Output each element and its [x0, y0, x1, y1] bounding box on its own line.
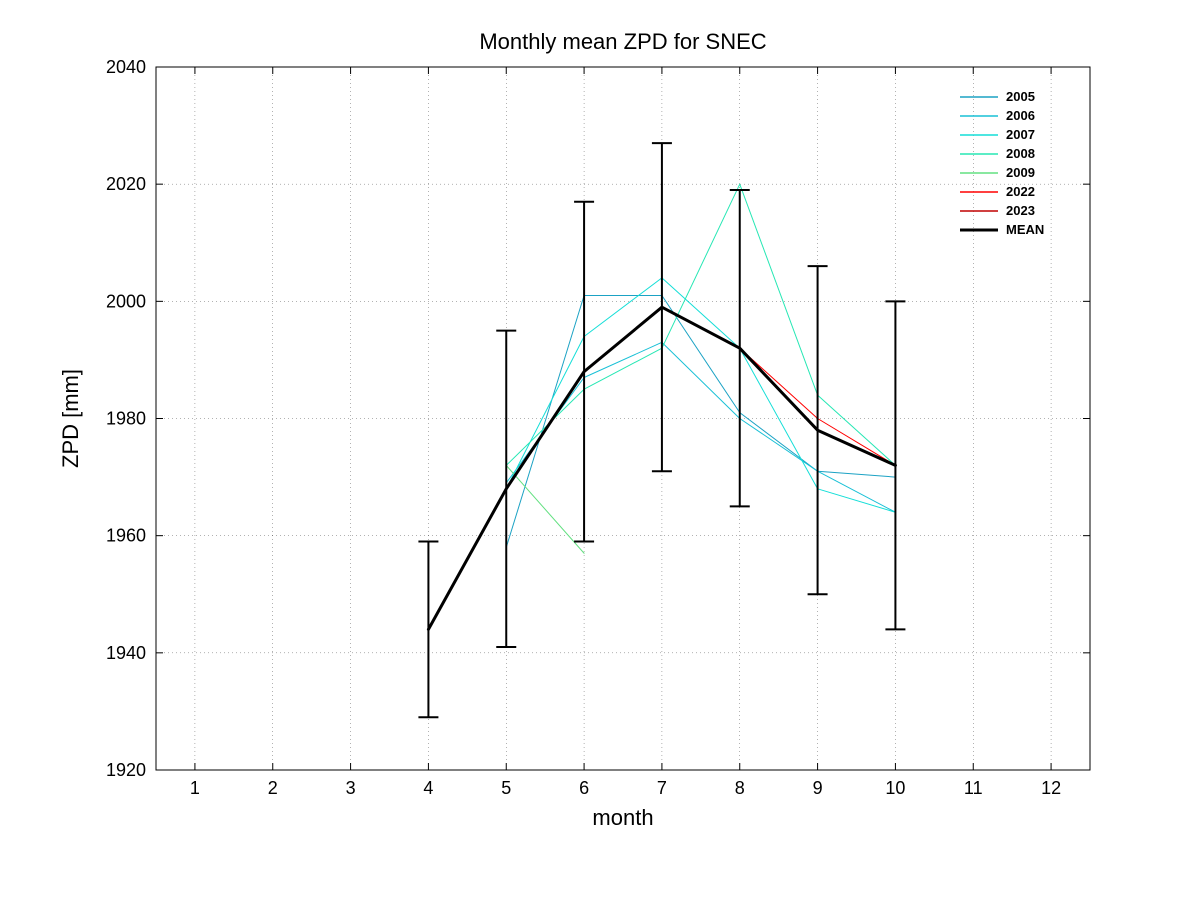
x-tick-label: 11: [964, 778, 983, 798]
x-tick-label: 3: [346, 778, 356, 798]
legend-label: MEAN: [1006, 222, 1044, 237]
x-tick-label: 12: [1041, 778, 1061, 798]
legend-label: 2008: [1006, 146, 1035, 161]
y-axis-label: ZPD [mm]: [58, 369, 83, 468]
x-tick-label: 1: [190, 778, 200, 798]
legend-label: 2009: [1006, 165, 1035, 180]
x-tick-label: 6: [579, 778, 589, 798]
chart-title: Monthly mean ZPD for SNEC: [479, 29, 766, 54]
legend-label: 2005: [1006, 89, 1035, 104]
legend-label: 2023: [1006, 203, 1035, 218]
legend-label: 2007: [1006, 127, 1035, 142]
x-tick-label: 2: [268, 778, 278, 798]
x-tick-label: 8: [735, 778, 745, 798]
y-tick-label: 2040: [106, 57, 146, 77]
chart-svg: 1234567891011121920194019601980200020202…: [0, 0, 1201, 901]
x-tick-label: 4: [423, 778, 433, 798]
y-tick-label: 1940: [106, 643, 146, 663]
y-tick-label: 1920: [106, 760, 146, 780]
y-tick-label: 1980: [106, 409, 146, 429]
legend-label: 2006: [1006, 108, 1035, 123]
y-tick-label: 2020: [106, 174, 146, 194]
x-tick-label: 5: [501, 778, 511, 798]
chart-container: 1234567891011121920194019601980200020202…: [0, 0, 1201, 901]
legend-label: 2022: [1006, 184, 1035, 199]
y-tick-label: 2000: [106, 291, 146, 311]
x-tick-label: 10: [885, 778, 905, 798]
x-tick-label: 9: [813, 778, 823, 798]
y-tick-label: 1960: [106, 526, 146, 546]
x-tick-label: 7: [657, 778, 667, 798]
x-axis-label: month: [592, 805, 653, 830]
